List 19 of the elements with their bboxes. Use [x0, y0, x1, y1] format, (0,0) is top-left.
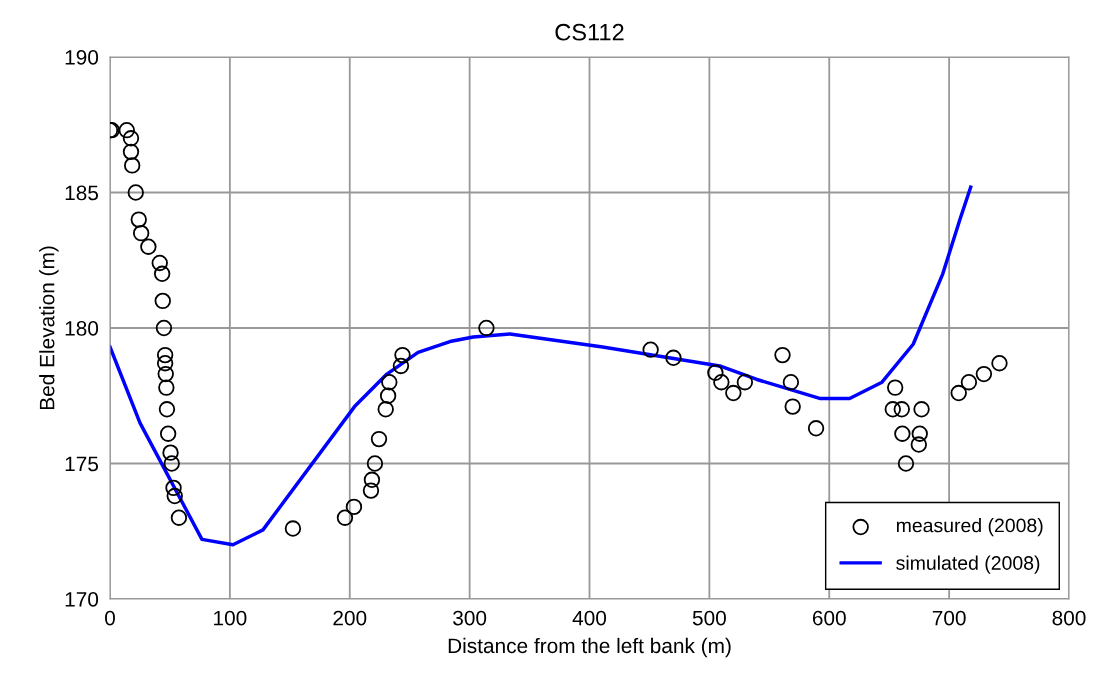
y-tick-label: 175 [65, 456, 99, 472]
x-tick-label: 300 [453, 610, 487, 626]
legend-label: measured (2008) [896, 518, 1043, 537]
x-tick-label: 200 [333, 610, 367, 626]
x-tick-label: 700 [932, 610, 966, 626]
chart-title: CS112 [555, 23, 624, 41]
x-tick-label: 0 [105, 610, 115, 626]
x-tick-label: 500 [692, 610, 726, 626]
x-tick-label: 100 [214, 610, 247, 626]
x-tick-label: 400 [572, 610, 607, 626]
legend-label: simulated (2008) [896, 555, 1040, 574]
x-tick-label: 600 [812, 610, 846, 626]
x-axis-title: Distance from the left bank (m) [448, 637, 731, 658]
y-axis-title: Bed Elevation (m) [39, 246, 59, 410]
y-tick-label: 180 [65, 321, 99, 336]
x-tick-label: 800 [1052, 610, 1086, 626]
y-tick-label: 185 [65, 185, 99, 201]
y-tick-label: 190 [65, 50, 99, 65]
y-tick-label: 170 [65, 592, 99, 607]
